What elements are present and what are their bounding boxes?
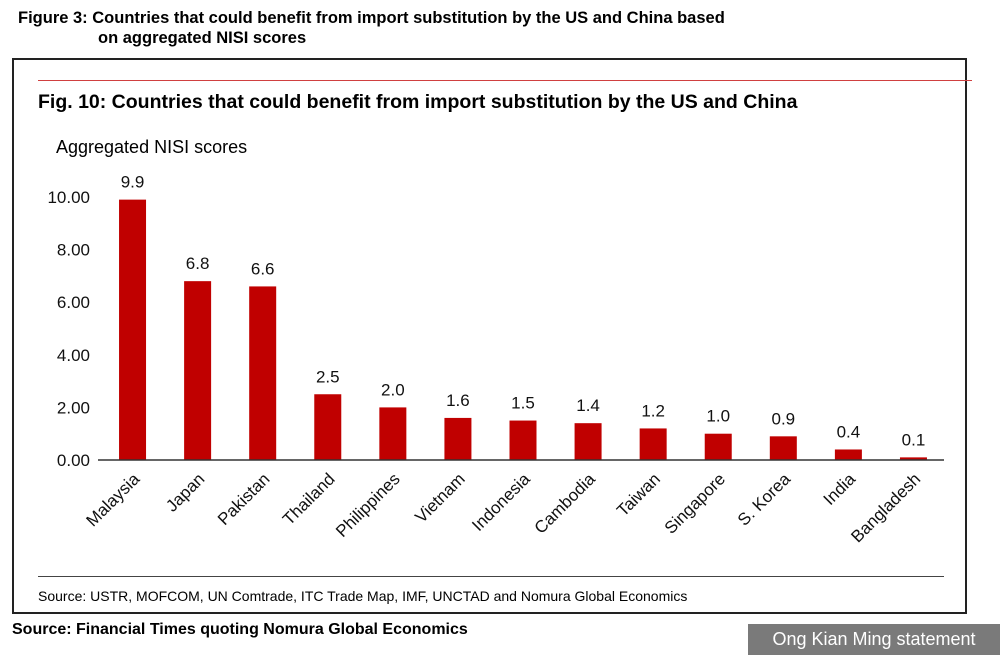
x-tick-label: Japan: [162, 469, 208, 515]
data-label: 0.1: [902, 430, 926, 449]
x-tick-label: Bangladesh: [847, 469, 924, 546]
x-tick-label: Singapore: [661, 469, 729, 537]
data-label: 2.0: [381, 380, 405, 399]
chart-title: Fig. 10: Countries that could benefit fr…: [38, 91, 798, 113]
x-tick-label: Malaysia: [82, 469, 143, 530]
figure-caption: Figure 3: Countries that could benefit f…: [18, 8, 818, 48]
data-label: 6.8: [186, 254, 210, 273]
data-label: 0.9: [771, 409, 795, 428]
bar-cambodia: [574, 423, 602, 460]
source-divider: [38, 576, 944, 577]
bar-taiwan: [639, 428, 667, 460]
y-tick-label: 10.00: [47, 188, 90, 207]
y-tick-label: 8.00: [57, 241, 90, 260]
bar-india: [834, 449, 862, 460]
bar-bangladesh: [899, 457, 927, 460]
bar-japan: [184, 281, 212, 460]
x-tick-label: Vietnam: [411, 469, 468, 526]
data-label: 0.4: [837, 422, 861, 441]
data-label: 6.6: [251, 259, 275, 278]
data-label: 1.4: [576, 396, 600, 415]
x-tick-label: Cambodia: [531, 469, 600, 538]
bar-pakistan: [249, 286, 277, 460]
data-label: 1.5: [511, 394, 535, 413]
y-axis-ticks: 0.00 2.00 4.00 6.00 8.00 10.00: [47, 188, 90, 470]
page-source-note: Source: Financial Times quoting Nomura G…: [12, 621, 468, 638]
bar-thailand: [314, 394, 342, 460]
x-tick-label: S. Korea: [734, 469, 795, 530]
x-tick-label: Taiwan: [613, 469, 664, 520]
chart-frame: [12, 58, 967, 614]
data-label: 1.6: [446, 391, 470, 410]
x-tick-label: India: [820, 469, 860, 509]
y-tick-label: 2.00: [57, 398, 90, 417]
data-label: 9.9: [121, 173, 145, 192]
title-divider: [38, 80, 972, 81]
data-label: 2.5: [316, 367, 340, 386]
y-tick-label: 6.00: [57, 293, 90, 312]
figure-caption-line2: on aggregated NISI scores: [98, 29, 307, 47]
figure-caption-line1: Figure 3: Countries that could benefit f…: [18, 9, 725, 27]
x-tick-label: Thailand: [279, 469, 339, 529]
bar-singapore: [704, 433, 732, 460]
bars: [119, 199, 927, 460]
bar-indonesia: [509, 420, 537, 460]
x-tick-label: Philippines: [332, 469, 404, 541]
bar-philippines: [379, 407, 407, 460]
bar-malaysia: [119, 199, 147, 460]
bar-vietnam: [444, 417, 472, 460]
chart-source-note: Source: USTR, MOFCOM, UN Comtrade, ITC T…: [38, 588, 688, 604]
x-tick-label: Indonesia: [468, 469, 534, 535]
bar-s-korea: [769, 436, 797, 460]
y-tick-label: 0.00: [57, 451, 90, 470]
watermark: Ong Kian Ming statement: [748, 624, 1000, 655]
x-tick-label: Pakistan: [214, 469, 274, 529]
data-label: 1.2: [641, 401, 665, 420]
y-axis-title: Aggregated NISI scores: [56, 137, 248, 157]
data-labels: 9.9 6.8 6.6 2.5 2.0 1.6 1.5 1.4 1.2 1.0 0.9 0.4 0.1: [121, 173, 926, 450]
x-axis-labels: Malaysia Japan Pakistan ThailandPhilippines…: [82, 469, 924, 546]
y-tick-label: 4.00: [57, 346, 90, 365]
data-label: 1.0: [706, 407, 730, 426]
